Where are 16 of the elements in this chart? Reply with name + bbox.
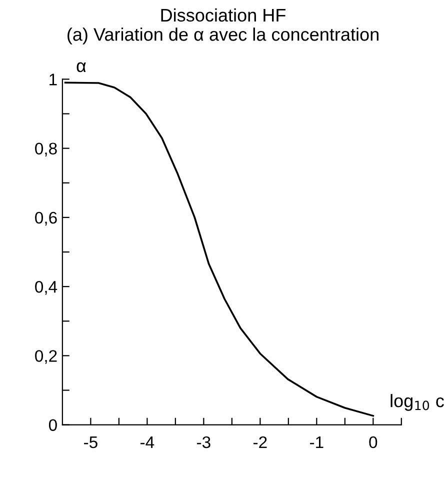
x-tick-label: 0 (369, 436, 378, 448)
x-axis-title: log$_{10}$ c (390, 394, 444, 411)
y-axis-title: α (76, 62, 86, 72)
y-tick-label: 0,6 (35, 212, 57, 226)
x-tick-label: -3 (197, 436, 210, 448)
chart-subtitle: (a) Variation de α avec la concentration (68, 28, 378, 44)
x-tick-label: -2 (253, 436, 267, 448)
y-tick-label: 0,8 (35, 142, 57, 156)
chart-title: Dissociation HF (161, 8, 286, 22)
y-tick-label: 0 (48, 419, 57, 432)
x-tick-label: -4 (140, 436, 154, 448)
y-tick-label: 0,4 (35, 280, 58, 295)
y-tick-label: 0,2 (35, 350, 57, 364)
x-tick-label: -1 (310, 436, 324, 448)
x-tick-label: -5 (84, 436, 98, 448)
y-tick-label: 1 (50, 74, 57, 86)
